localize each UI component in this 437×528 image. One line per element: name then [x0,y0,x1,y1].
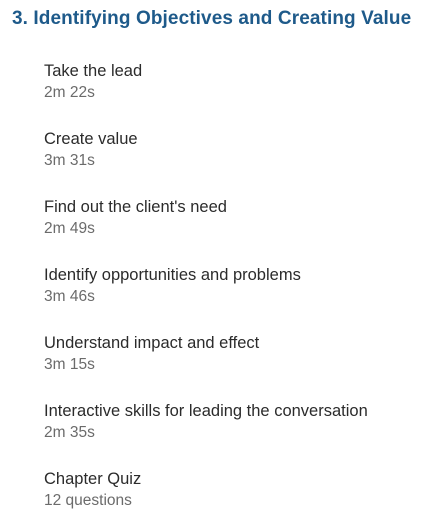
lesson-title[interactable]: Create value [44,130,138,148]
chapter-title[interactable]: 3. Identifying Objectives and Creating V… [12,8,412,29]
lesson-duration: 3m 31s [44,152,95,169]
lesson-item-identify-opportunities[interactable]: Identify opportunities and problems 3m 4… [44,264,368,332]
lesson-title[interactable]: Interactive skills for leading the conve… [44,402,368,420]
lesson-list: Take the lead 2m 22s Create value 3m 31s… [44,60,368,528]
lesson-duration: 2m 49s [44,220,95,237]
lesson-item-understand-impact[interactable]: Understand impact and effect 3m 15s [44,332,368,400]
lesson-title[interactable]: Find out the client's need [44,198,227,216]
lesson-item-find-client-need[interactable]: Find out the client's need 2m 49s [44,196,368,264]
lesson-duration: 2m 22s [44,84,95,101]
lesson-item-interactive-skills[interactable]: Interactive skills for leading the conve… [44,400,368,468]
lesson-item-take-the-lead[interactable]: Take the lead 2m 22s [44,60,368,128]
lesson-title[interactable]: Take the lead [44,62,143,80]
lesson-title[interactable]: Identify opportunities and problems [44,266,301,284]
lesson-duration: 3m 15s [44,356,95,373]
lesson-title[interactable]: Understand impact and effect [44,334,260,352]
lesson-duration: 2m 35s [44,424,95,441]
lesson-item-create-value[interactable]: Create value 3m 31s [44,128,368,196]
lesson-title[interactable]: Chapter Quiz [44,470,142,488]
lesson-duration: 3m 46s [44,288,95,305]
quiz-question-count: 12 questions [44,492,132,509]
lesson-item-chapter-quiz[interactable]: Chapter Quiz 12 questions [44,468,368,528]
